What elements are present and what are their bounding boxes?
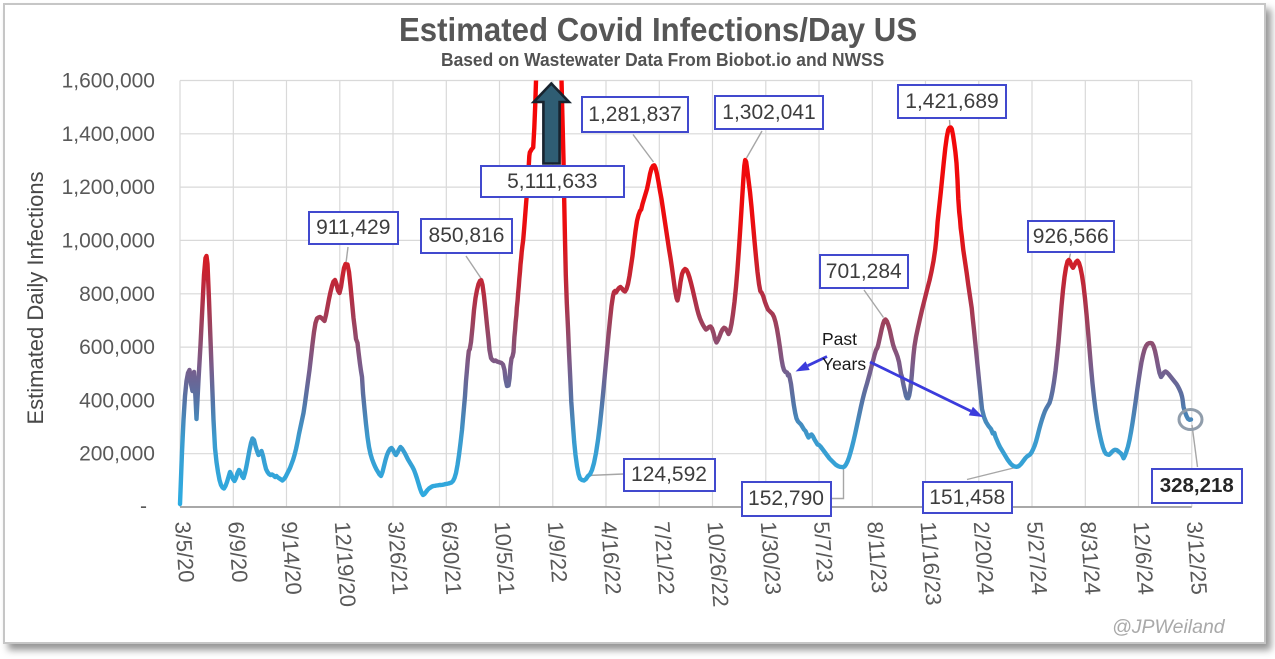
svg-text:1/30/23: 1/30/23: [756, 521, 786, 596]
svg-text:800,000: 800,000: [79, 283, 155, 306]
svg-text:10/5/21: 10/5/21: [490, 521, 520, 596]
svg-text:-: -: [140, 495, 147, 518]
svg-text:2/20/24: 2/20/24: [969, 521, 999, 596]
svg-text:8/31/24: 8/31/24: [1075, 521, 1105, 596]
svg-text:3/12/25: 3/12/25: [1182, 521, 1212, 596]
svg-text:1/9/22: 1/9/22: [543, 521, 572, 584]
svg-text:12/19/20: 12/19/20: [330, 521, 361, 608]
svg-text:3/26/21: 3/26/21: [383, 521, 413, 596]
svg-text:5/27/24: 5/27/24: [1022, 521, 1052, 596]
svg-text:11/16/23: 11/16/23: [916, 521, 947, 607]
svg-text:1,200,000: 1,200,000: [62, 176, 155, 199]
svg-text:5/7/23: 5/7/23: [809, 521, 838, 584]
svg-text:400,000: 400,000: [79, 389, 155, 412]
svg-text:6/30/21: 6/30/21: [436, 521, 466, 596]
svg-text:6/9/20: 6/9/20: [223, 521, 252, 584]
svg-text:8/11/23: 8/11/23: [862, 521, 892, 594]
svg-text:7/21/22: 7/21/22: [649, 521, 679, 596]
svg-text:9/14/20: 9/14/20: [277, 521, 307, 596]
svg-text:12/6/24: 12/6/24: [1129, 521, 1159, 596]
svg-text:10/26/22: 10/26/22: [703, 521, 734, 608]
svg-text:1,600,000: 1,600,000: [62, 70, 155, 93]
svg-text:4/16/22: 4/16/22: [596, 521, 626, 596]
svg-text:1,400,000: 1,400,000: [62, 123, 155, 146]
svg-text:3/5/20: 3/5/20: [170, 521, 199, 584]
svg-text:1,000,000: 1,000,000: [62, 229, 155, 252]
svg-text:200,000: 200,000: [79, 443, 155, 466]
svg-text:600,000: 600,000: [79, 336, 155, 359]
svg-text:Estimated Daily Infections: Estimated Daily Infections: [23, 171, 48, 424]
